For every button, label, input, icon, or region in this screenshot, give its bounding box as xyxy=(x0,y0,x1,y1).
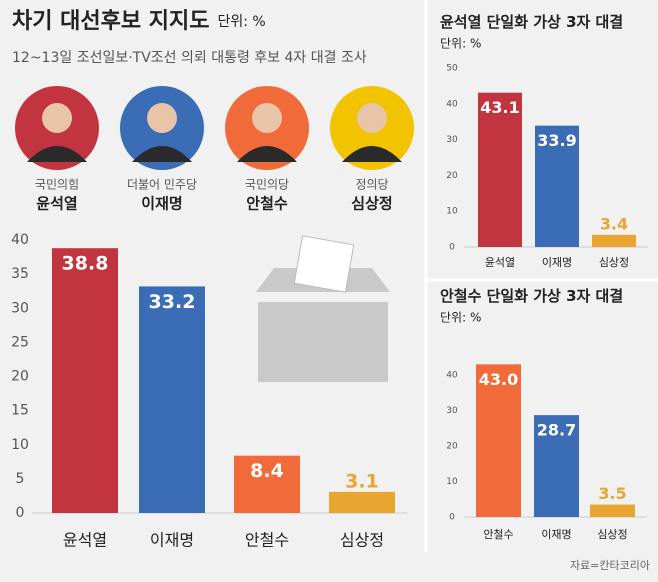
y-tick-label: 30 xyxy=(446,406,458,416)
y-tick-label: 30 xyxy=(446,135,458,145)
y-tick-label: 20 xyxy=(446,442,458,452)
portrait-body xyxy=(342,146,402,162)
portrait-body xyxy=(27,146,87,162)
ballot-box xyxy=(256,235,390,382)
bar xyxy=(329,491,395,513)
chart-title: 윤석열 단일화 가상 3자 대결 xyxy=(440,13,623,31)
portrait-head xyxy=(252,103,282,133)
portrait-head xyxy=(357,103,387,133)
portrait-body xyxy=(132,146,192,162)
bar xyxy=(234,455,300,513)
party-label: 정의당 xyxy=(355,178,388,192)
party-label: 국민의힘 xyxy=(35,178,79,192)
y-tick-label: 25 xyxy=(11,334,29,350)
x-tick-label: 심상정 xyxy=(597,528,627,541)
y-tick-label: 40 xyxy=(446,371,458,381)
portrait-body xyxy=(237,146,297,162)
y-tick-label: 20 xyxy=(446,171,458,181)
chart-title: 안철수 단일화 가상 3자 대결 xyxy=(440,287,623,305)
bar xyxy=(478,92,522,248)
bar xyxy=(590,504,635,517)
y-tick-label: 50 xyxy=(446,64,458,74)
value-label: 43.1 xyxy=(480,98,519,117)
x-tick-label: 윤석열 xyxy=(63,531,107,550)
x-tick-label: 윤석열 xyxy=(485,256,515,269)
value-label: 3.4 xyxy=(600,214,628,233)
x-tick-label: 이재명 xyxy=(541,528,571,541)
y-tick-label: 10 xyxy=(11,437,29,453)
bar xyxy=(52,248,118,513)
chart-title: 차기 대선후보 지지도 단위: % xyxy=(12,9,266,34)
x-tick-label: 심상정 xyxy=(340,531,384,550)
chart-title: 안철수 단일화 가상 3자 대결 xyxy=(440,287,623,305)
y-tick-label: 40 xyxy=(11,232,29,248)
y-tick-label: 10 xyxy=(446,477,458,487)
bar xyxy=(534,415,579,517)
candidate-name: 이재명 xyxy=(141,195,182,213)
party-label: 국민의당 xyxy=(245,178,289,192)
candidate-name: 심상정 xyxy=(351,195,392,213)
value-label: 43.0 xyxy=(479,370,518,389)
unit-label: 단위: % xyxy=(440,311,481,325)
value-label: 33.2 xyxy=(149,291,196,313)
chart-title: 윤석열 단일화 가상 3자 대결 xyxy=(440,13,623,31)
y-tick-label: 0 xyxy=(449,243,455,253)
x-tick-label: 이재명 xyxy=(542,256,572,269)
bar xyxy=(139,286,205,513)
y-tick-label: 10 xyxy=(446,207,458,217)
value-label: 38.8 xyxy=(62,253,109,275)
y-tick-label: 20 xyxy=(11,369,29,385)
portrait-head xyxy=(147,103,177,133)
x-tick-label: 안철수 xyxy=(483,528,513,541)
candidate-name: 안철수 xyxy=(246,195,288,213)
candidate-name: 윤석열 xyxy=(36,195,77,213)
x-tick-label: 이재명 xyxy=(150,531,194,550)
unit-label: 단위: % xyxy=(440,37,481,51)
x-tick-label: 심상정 xyxy=(599,256,629,269)
y-tick-label: 35 xyxy=(11,266,29,282)
chart-subtitle: 12~13일 조선일보·TV조선 의뢰 대통령 후보 4자 대결 조사 xyxy=(12,50,367,66)
value-label: 8.4 xyxy=(250,460,284,482)
y-tick-label: 0 xyxy=(449,513,455,523)
y-tick-label: 30 xyxy=(11,300,29,316)
y-tick-label: 0 xyxy=(16,505,25,521)
portrait-head xyxy=(42,103,72,133)
y-tick-label: 15 xyxy=(11,403,29,419)
y-tick-label: 5 xyxy=(16,471,25,487)
bar xyxy=(535,125,579,247)
bar xyxy=(476,364,521,517)
value-label: 3.1 xyxy=(345,470,379,492)
unit-label: 단위: % xyxy=(217,14,265,30)
chart-title: 차기 대선후보 지지도 xyxy=(12,9,209,34)
value-label: 33.9 xyxy=(537,131,576,150)
bar xyxy=(592,234,636,247)
party-label: 더불어 민주당 xyxy=(127,178,197,192)
y-tick-label: 40 xyxy=(446,99,458,109)
source: 자료=칸타코리아 xyxy=(570,559,650,572)
value-label: 28.7 xyxy=(537,421,576,440)
x-tick-label: 안철수 xyxy=(245,531,289,550)
value-label: 3.5 xyxy=(598,484,626,503)
